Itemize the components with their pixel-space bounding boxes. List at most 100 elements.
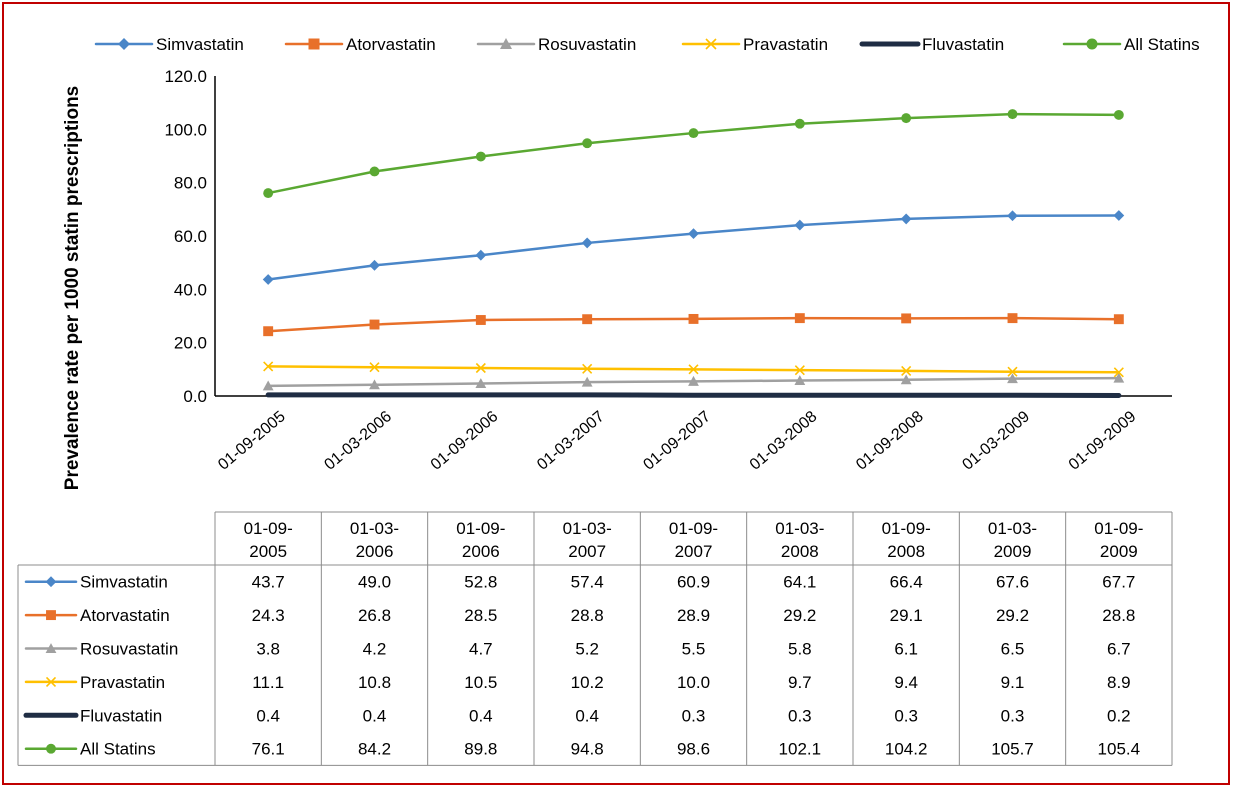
data-point-1-2 xyxy=(475,315,486,325)
data-point-0-7 xyxy=(1007,210,1018,222)
table-legend-marker xyxy=(45,676,57,687)
data-label: 64.1 xyxy=(783,573,816,592)
data-label: 4.2 xyxy=(363,640,387,659)
table-row-label: Atorvastatin xyxy=(80,606,170,625)
data-point-1-4 xyxy=(688,313,699,324)
data-label: 5.5 xyxy=(682,640,706,659)
table-header-cell: 2009 xyxy=(994,542,1032,561)
data-label: 28.8 xyxy=(1102,606,1135,625)
data-point-0-4 xyxy=(688,228,699,239)
series-lines xyxy=(262,109,1125,398)
data-point-5-6 xyxy=(901,113,912,124)
table-header-cell: 01-09- xyxy=(882,519,931,538)
data-label: 29.2 xyxy=(996,606,1029,625)
data-label: 28.9 xyxy=(677,606,710,625)
data-point-2-0 xyxy=(262,380,274,391)
x-tick-label: 01-03-2007 xyxy=(534,408,608,474)
series-line-0 xyxy=(266,214,1121,281)
data-point-3-4 xyxy=(688,364,699,375)
data-point-3-7 xyxy=(1007,366,1018,377)
x-tick-label: 01-09-2007 xyxy=(640,408,714,474)
data-label: 0.4 xyxy=(469,706,493,725)
data-point-0-5 xyxy=(794,219,806,231)
data-label: 28.8 xyxy=(571,606,604,625)
data-label: 10.0 xyxy=(677,673,710,692)
data-label: 10.8 xyxy=(358,673,391,692)
table-header-cell: 2007 xyxy=(568,542,606,561)
data-label: 10.2 xyxy=(571,673,604,692)
y-axis-label: Prevalence rate per 1000 statin prescrip… xyxy=(62,86,83,490)
table-header-cell: 2005 xyxy=(249,542,287,561)
data-label: 0.3 xyxy=(682,706,706,725)
series-line-4 xyxy=(265,392,1122,398)
data-label: 0.4 xyxy=(575,706,599,725)
data-point-2-1 xyxy=(369,379,380,390)
data-label: 76.1 xyxy=(252,740,285,759)
y-tick-label: 60.0 xyxy=(174,227,207,246)
data-label: 8.9 xyxy=(1107,673,1131,692)
table-header-cell: 2007 xyxy=(675,542,713,561)
data-point-1-6 xyxy=(901,313,912,324)
data-label: 28.5 xyxy=(464,606,497,625)
data-label: 29.2 xyxy=(783,606,816,625)
data-point-1-5 xyxy=(794,313,805,324)
table-row-label: Pravastatin xyxy=(80,673,165,692)
data-label: 5.2 xyxy=(575,640,599,659)
data-label: 6.1 xyxy=(894,640,918,659)
data-label: 94.8 xyxy=(571,740,604,759)
data-point-5-0 xyxy=(263,188,274,199)
data-label: 105.7 xyxy=(991,740,1034,759)
x-tick-label: 01-09-2005 xyxy=(215,408,289,474)
data-point-3-5 xyxy=(794,365,805,376)
legend-label-3: Pravastatin xyxy=(743,35,828,54)
data-point-1-1 xyxy=(369,319,380,330)
data-label: 26.8 xyxy=(358,606,391,625)
table-legend-marker xyxy=(45,643,57,653)
data-point-1-8 xyxy=(1113,314,1124,325)
y-tick-label: 40.0 xyxy=(174,280,207,299)
legend-label-1: Atorvastatin xyxy=(346,35,436,54)
data-point-3-8 xyxy=(1113,367,1124,378)
data-point-5-1 xyxy=(369,166,380,177)
y-tick-label: 0.0 xyxy=(183,387,207,406)
data-point-5-8 xyxy=(1113,109,1124,120)
data-point-5-5 xyxy=(794,118,805,129)
data-label: 43.7 xyxy=(252,573,285,592)
data-label: 0.3 xyxy=(788,706,812,725)
data-point-3-1 xyxy=(369,362,380,373)
table-header-cell: 2009 xyxy=(1100,542,1138,561)
x-tick-label: 01-03-2008 xyxy=(747,408,821,474)
data-label: 5.8 xyxy=(788,640,812,659)
data-label: 10.5 xyxy=(464,673,497,692)
data-label: 52.8 xyxy=(464,573,497,592)
table-header-cell: 2008 xyxy=(887,542,925,561)
data-point-2-7 xyxy=(1007,373,1018,384)
data-label: 0.2 xyxy=(1107,706,1131,725)
data-label: 0.4 xyxy=(256,706,280,725)
data-label: 9.1 xyxy=(1001,673,1025,692)
data-label: 102.1 xyxy=(779,740,822,759)
table-row-label: Simvastatin xyxy=(80,573,168,592)
data-label: 0.4 xyxy=(363,706,387,725)
y-tick-label: 100.0 xyxy=(164,120,207,139)
data-point-0-8 xyxy=(1113,210,1125,221)
data-point-2-4 xyxy=(688,375,699,386)
legend-label-5: All Statins xyxy=(1124,35,1200,54)
x-tick-label: 01-09-2009 xyxy=(1066,408,1140,474)
data-label: 0.3 xyxy=(1001,706,1025,725)
series-line-5 xyxy=(266,112,1121,195)
table-header-cell: 01-03- xyxy=(350,519,399,538)
data-label: 6.7 xyxy=(1107,640,1131,659)
data-label: 6.5 xyxy=(1001,640,1025,659)
data-label: 66.4 xyxy=(890,573,923,592)
data-label: 4.7 xyxy=(469,640,493,659)
data-label: 89.8 xyxy=(464,740,497,759)
table-header-cell: 2008 xyxy=(781,542,819,561)
data-point-5-7 xyxy=(1007,109,1018,120)
data-point-0-0 xyxy=(262,274,274,285)
data-label: 29.1 xyxy=(890,606,923,625)
data-point-5-2 xyxy=(475,151,486,162)
y-tick-label: 80.0 xyxy=(174,174,207,193)
table-row-label: All Statins xyxy=(80,740,156,759)
y-axis-ticks: 0.0 20.0 40.0 60.0 80.0 100.0 120.0 xyxy=(164,67,207,406)
